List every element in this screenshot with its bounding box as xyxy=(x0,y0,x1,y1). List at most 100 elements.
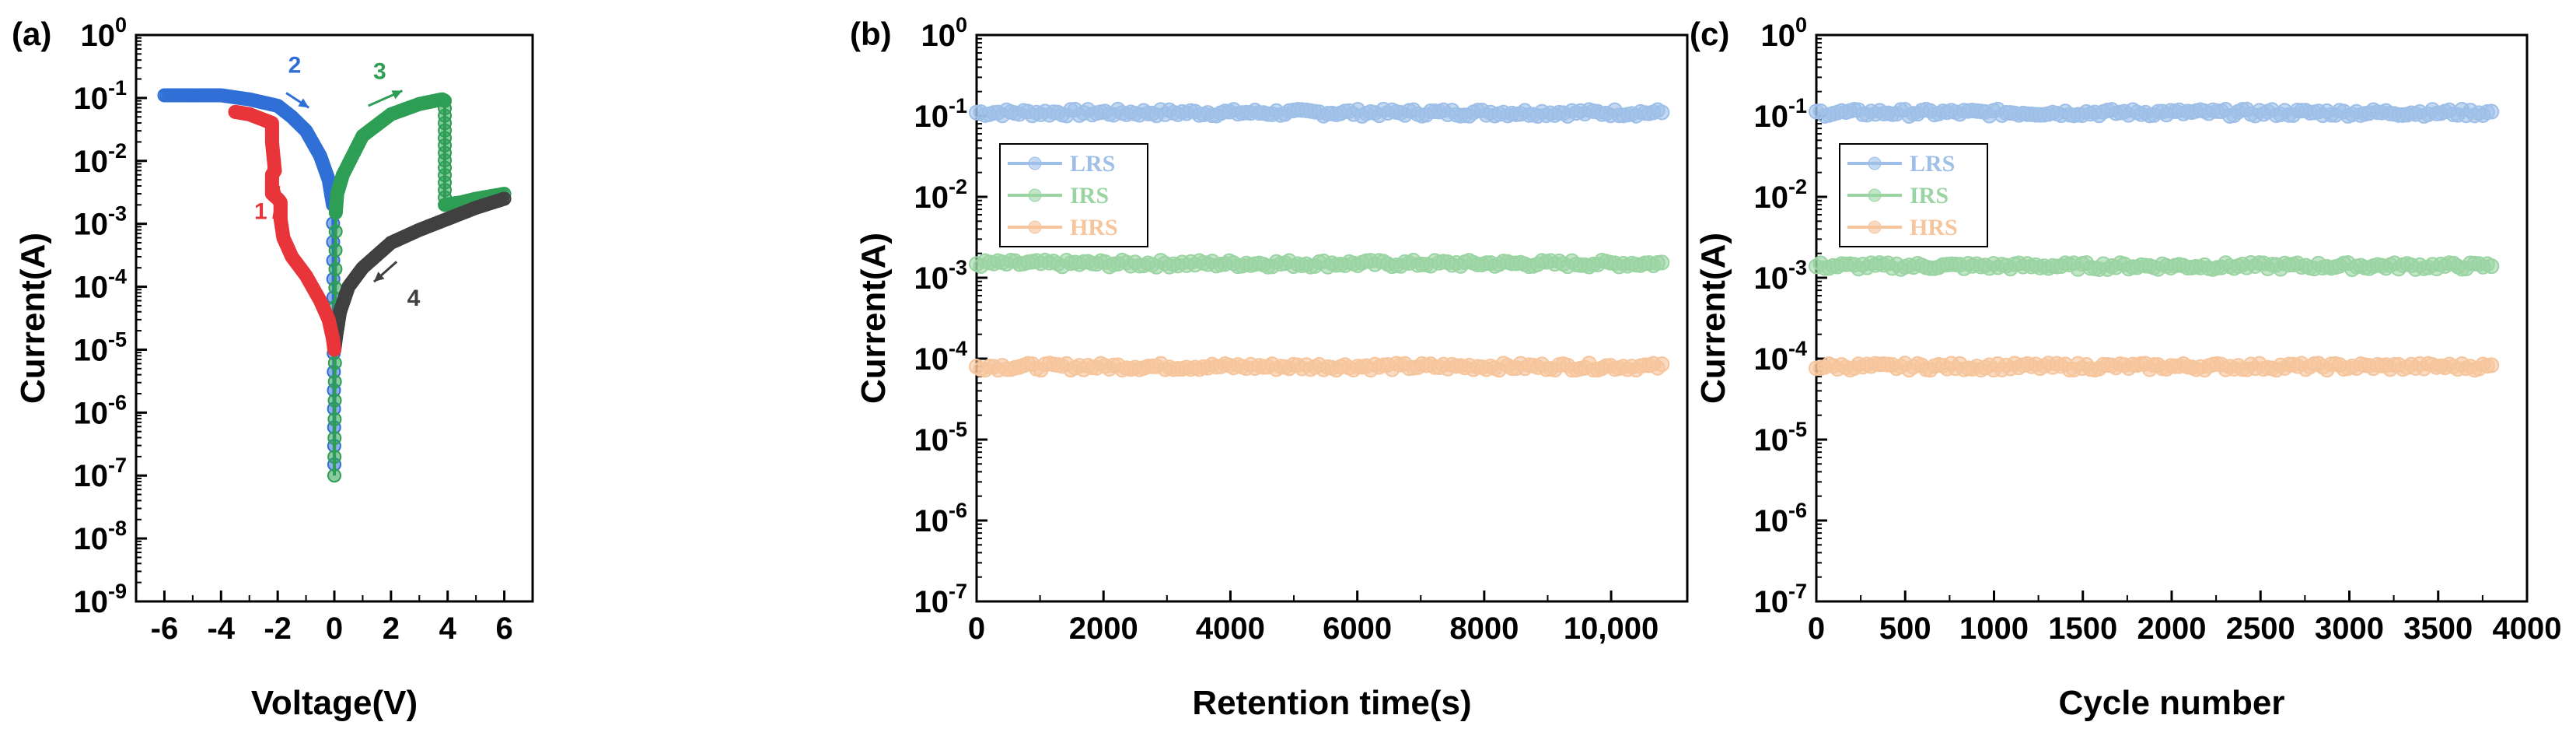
arrow-head xyxy=(298,98,309,108)
arrow-head xyxy=(374,272,385,282)
series-IRS xyxy=(969,252,1670,275)
panel-label: (a) xyxy=(12,16,51,52)
y-tick-label: 10-8 xyxy=(73,517,127,556)
legend-label: HRS xyxy=(1910,215,1958,240)
panel-1: (a) 10010-110-210-310-410-510-610-710-810… xyxy=(12,13,534,722)
series-HRS xyxy=(1809,356,2500,378)
data-point xyxy=(2483,258,2500,275)
data-point xyxy=(327,450,342,464)
y-tick-label: 10-2 xyxy=(73,139,127,179)
y-tick-label: 10-9 xyxy=(73,580,127,619)
series-LRS xyxy=(969,101,1670,124)
x-tick-label: 0 xyxy=(968,612,985,646)
data-point xyxy=(328,261,343,276)
panel-2: (b) 100 10-1 10-2 10-3 10-4 10-5 10-6 10-70 2000 4… xyxy=(850,13,1689,722)
plot-frame xyxy=(975,33,1689,603)
y-tick-label: 10-4 xyxy=(914,337,967,377)
x-tick-label: 8000 xyxy=(1449,612,1519,646)
x-tick-label: 3500 xyxy=(2403,612,2473,646)
x-tick-label: 0 xyxy=(1808,612,1825,646)
y-tick-label: 10-5 xyxy=(73,328,127,367)
y-tick-label: 10-3 xyxy=(1753,256,1807,296)
y-tick-label: 10-6 xyxy=(1753,499,1807,538)
data-point xyxy=(328,224,343,239)
series-LRS xyxy=(1809,101,2500,124)
y-tick-label: 10-2 xyxy=(914,175,967,215)
x-tick-label: -2 xyxy=(264,612,292,646)
y-tick-label: 10-7 xyxy=(73,454,127,493)
y-tick-label: 10-1 xyxy=(73,76,127,116)
data-point xyxy=(228,104,243,119)
legend-label: IRS xyxy=(1910,183,1949,209)
y-tick-label: 10-4 xyxy=(73,265,127,305)
legend: LRS IRS HRS xyxy=(1839,143,1988,247)
y-tick-label: 10-5 xyxy=(1753,418,1807,457)
legend-marker xyxy=(1868,156,1882,170)
legend-marker xyxy=(1868,188,1882,202)
data-point xyxy=(328,243,343,258)
data-point xyxy=(327,468,341,483)
panel-label: (c) xyxy=(1690,16,1729,52)
y-tick-label: 10-6 xyxy=(73,391,127,430)
y-tick-label: 10-3 xyxy=(914,256,967,296)
x-tick-label: 1500 xyxy=(2048,612,2117,646)
sweep-label: 2 xyxy=(288,53,302,79)
y-tick-label: 100 xyxy=(921,13,967,53)
data-point xyxy=(1654,254,1670,271)
y-tick-label: 100 xyxy=(80,13,127,53)
x-tick-label: 1000 xyxy=(1959,612,2029,646)
x-tick-label: 6 xyxy=(495,612,512,646)
y-axis-title: Current(A) xyxy=(855,233,893,404)
x-tick-label: 2500 xyxy=(2226,612,2295,646)
x-tick-label: 0 xyxy=(326,612,343,646)
data-point xyxy=(327,412,342,426)
x-tick-label: 2000 xyxy=(1069,612,1138,646)
x-axis-title: Cycle number xyxy=(2059,684,2285,722)
data-point xyxy=(327,374,342,389)
y-tick-label: 10-3 xyxy=(73,202,127,242)
arrow-head xyxy=(272,185,282,197)
series-sweep-4 xyxy=(327,191,512,357)
data-point xyxy=(327,393,342,408)
y-tick-label: 10-5 xyxy=(914,418,967,457)
x-axis-title: Voltage(V) xyxy=(251,684,418,722)
y-tick-label: 10-7 xyxy=(1753,580,1807,619)
x-tick-label: 500 xyxy=(1879,612,1931,646)
y-tick-label: 10-2 xyxy=(1753,175,1807,215)
data-point xyxy=(2483,357,2500,373)
legend-marker xyxy=(1868,220,1882,234)
x-tick-label: 3000 xyxy=(2315,612,2384,646)
panel-label: (b) xyxy=(850,16,892,52)
sweep-label: 3 xyxy=(373,59,386,85)
y-axis-title: Current(A) xyxy=(14,233,52,404)
sweep-label: 4 xyxy=(407,286,421,311)
data-point xyxy=(327,356,342,370)
x-axis-title: Retention time(s) xyxy=(1192,684,1471,722)
legend: LRS IRS HRS xyxy=(999,143,1148,247)
arrow-head xyxy=(391,90,403,100)
legend-label: LRS xyxy=(1070,151,1115,177)
x-tick-label: -4 xyxy=(207,612,235,646)
data-point xyxy=(2483,103,2500,120)
y-tick-label: 10-6 xyxy=(914,499,967,538)
x-tick-label: 4000 xyxy=(1196,612,1265,646)
y-tick-label: 10-4 xyxy=(1753,337,1807,377)
y-tick-label: 100 xyxy=(1760,13,1807,53)
data-point xyxy=(327,430,342,445)
panel-3: (c) 100 10-1 10-2 10-3 10-4 10-5 10-6 10-70 500 10… xyxy=(1690,13,2561,722)
legend-marker xyxy=(1028,156,1042,170)
y-tick-label: 10-7 xyxy=(914,580,967,619)
x-tick-label: 4000 xyxy=(2493,612,2562,646)
legend-label: IRS xyxy=(1070,183,1109,209)
sweep-label: 1 xyxy=(254,198,267,224)
legend-label: HRS xyxy=(1070,215,1118,240)
y-axis-title: Current(A) xyxy=(1694,233,1732,404)
y-tick-label: 10-1 xyxy=(914,94,967,134)
legend-marker xyxy=(1028,220,1042,234)
legend-marker xyxy=(1028,188,1042,202)
x-tick-label: -6 xyxy=(151,612,179,646)
y-tick-label: 10-1 xyxy=(1753,94,1807,134)
series-sweep-2 xyxy=(157,88,341,471)
x-tick-label: 6000 xyxy=(1323,612,1392,646)
